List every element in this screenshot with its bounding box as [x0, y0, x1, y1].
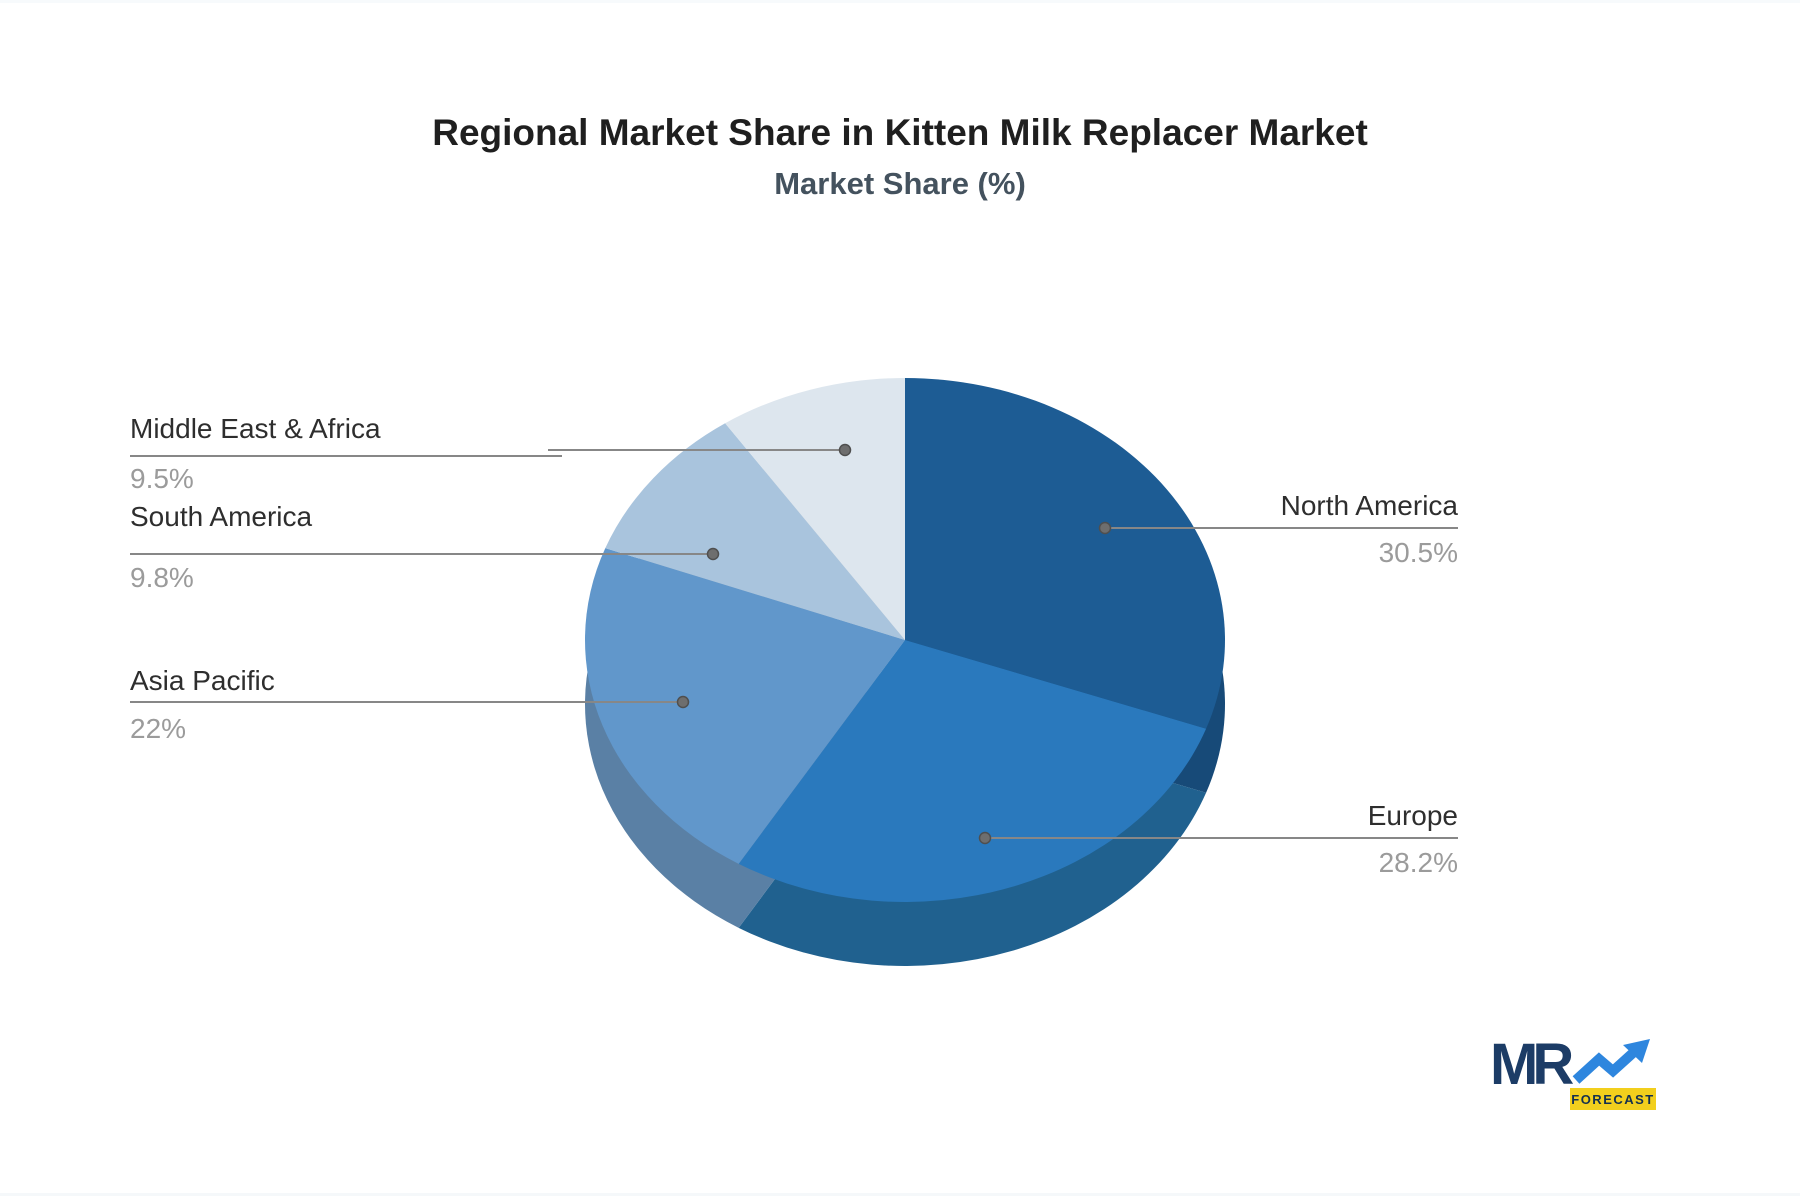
- pie-slice-europe[interactable]: [738, 640, 1207, 902]
- label-north-america: North America: [1280, 490, 1458, 521]
- chart-subtitle: Market Share (%): [774, 166, 1026, 201]
- value-asia-pacific: 22%: [130, 713, 187, 744]
- value-south-america: 9.8%: [130, 562, 194, 593]
- bottom-edge-strip: [0, 1193, 1800, 1196]
- value-middle-east-africa: 9.5%: [130, 463, 194, 494]
- top-edge-strip: [0, 0, 1800, 3]
- leader-dot-middle-east-africa: [838, 443, 852, 457]
- value-north-america: 30.5%: [1378, 537, 1458, 568]
- chart-title: Regional Market Share in Kitten Milk Rep…: [432, 112, 1368, 153]
- pie-slice-north-america[interactable]: [905, 378, 1225, 729]
- label-middle-east-africa: Middle East & Africa: [130, 413, 381, 444]
- leader-dot-europe: [978, 831, 992, 845]
- trend-arrow-icon: [1572, 1039, 1650, 1084]
- leader-dot-north-america: [1098, 521, 1112, 535]
- pie-slice-south-america[interactable]: [605, 423, 905, 640]
- label-south-america: South America: [130, 501, 313, 532]
- logo-mr-text: MR: [1490, 1032, 1574, 1097]
- pie-slice-middle-east-africa[interactable]: [725, 377, 905, 640]
- label-europe: Europe: [1367, 800, 1458, 831]
- value-europe: 28.2%: [1378, 847, 1458, 878]
- leader-dot-asia-pacific: [676, 695, 690, 709]
- logo-forecast-tag: FORECAST: [1570, 1088, 1656, 1110]
- pie-slice-asia-pacific[interactable]: [584, 548, 905, 864]
- mr-forecast-logo: MR FORECAST: [1490, 1034, 1660, 1112]
- label-asia-pacific: Asia Pacific: [130, 665, 275, 696]
- leader-dot-south-america: [706, 547, 720, 561]
